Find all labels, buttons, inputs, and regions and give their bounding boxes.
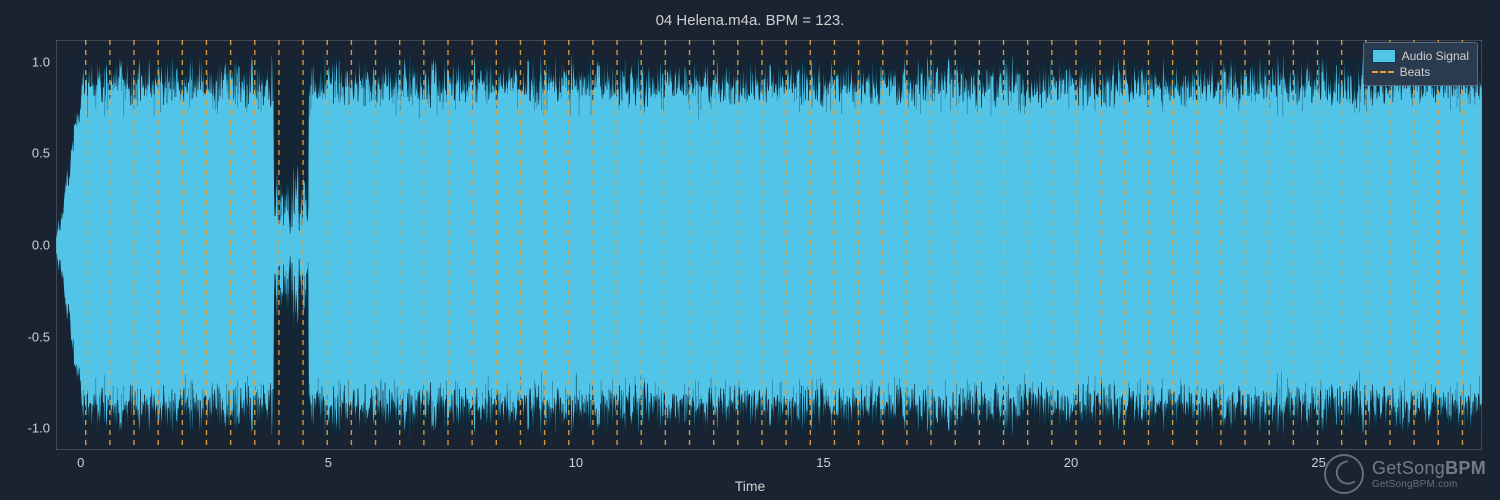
waveform-figure: 04 Helena.m4a. BPM = 123. Time -1.0 -0.5 0…: [0, 0, 1500, 500]
y-tick-label: -1.0: [28, 421, 50, 436]
x-tick-label: 0: [77, 455, 84, 470]
watermark-text-block: GetSongBPM GetSongBPM.com: [1372, 458, 1486, 490]
watermark: GetSongBPM GetSongBPM.com: [1324, 454, 1486, 494]
waveform-canvas: [56, 40, 1482, 450]
audio-swatch-icon: [1372, 49, 1396, 63]
y-tick-label: 1.0: [32, 54, 50, 69]
plot-area: [56, 40, 1482, 450]
x-axis-label: Time: [0, 478, 1500, 494]
beats-swatch-icon: [1372, 71, 1394, 73]
legend-label: Audio Signal: [1402, 49, 1469, 63]
x-tick-label: 10: [569, 455, 583, 470]
legend: Audio Signal Beats: [1363, 42, 1478, 86]
watermark-logo-icon: [1324, 454, 1364, 494]
y-tick-label: 0.5: [32, 146, 50, 161]
watermark-brand: GetSongBPM: [1372, 458, 1486, 479]
x-tick-label: 15: [816, 455, 830, 470]
x-tick-label: 5: [325, 455, 332, 470]
y-tick-label: 0.0: [32, 238, 50, 253]
watermark-url: GetSongBPM.com: [1372, 479, 1486, 490]
legend-item-beats: Beats: [1372, 65, 1469, 79]
x-tick-label: 20: [1064, 455, 1078, 470]
legend-label: Beats: [1400, 65, 1431, 79]
chart-title: 04 Helena.m4a. BPM = 123.: [0, 12, 1500, 29]
y-tick-label: -0.5: [28, 329, 50, 344]
legend-item-audio: Audio Signal: [1372, 49, 1469, 63]
